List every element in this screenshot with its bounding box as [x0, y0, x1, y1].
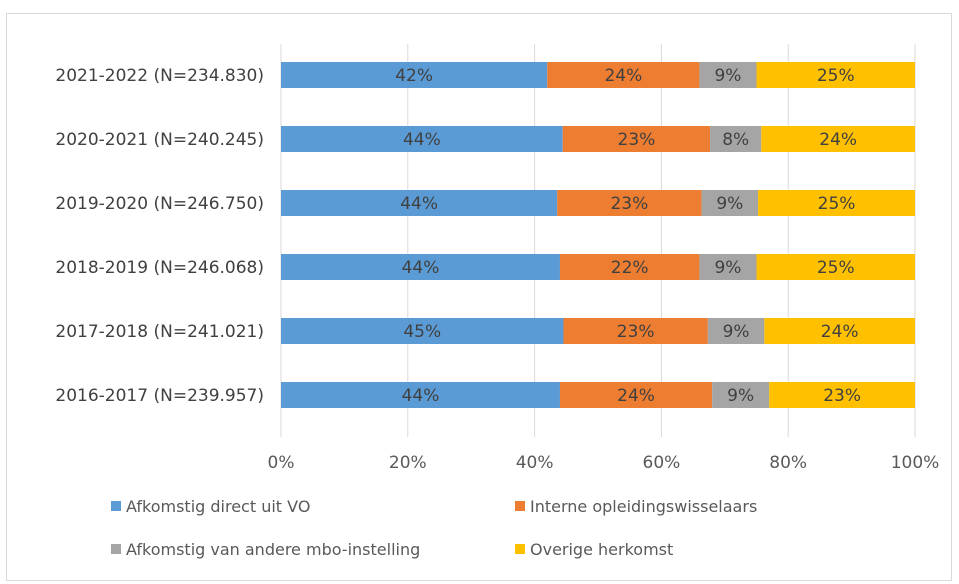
data-label: 23% — [610, 194, 648, 214]
data-label: 9% — [716, 194, 743, 214]
bar-segment — [756, 254, 915, 280]
legend: Afkomstig direct uit VO Interne opleiding… — [111, 497, 757, 559]
category-label: 2017-2018 (N=241.021) — [55, 322, 264, 342]
bar-segment — [557, 190, 702, 216]
bars — [281, 62, 915, 408]
category-label: 2018-2019 (N=246.068) — [55, 258, 264, 278]
category-labels: 2021-2022 (N=234.830) 2020-2021 (N=240.24… — [55, 66, 264, 406]
bar-segment — [281, 318, 564, 344]
x-tick-label: 80% — [769, 453, 807, 473]
category-label: 2021-2022 (N=234.830) — [55, 66, 264, 86]
data-label: 9% — [714, 66, 741, 86]
bar-segment — [559, 254, 700, 280]
data-label: 22% — [611, 258, 649, 278]
data-label: 44% — [400, 194, 438, 214]
bar-segment — [281, 190, 558, 216]
x-tick-label: 0% — [268, 453, 295, 473]
category-label: 2020-2021 (N=240.245) — [55, 130, 264, 150]
bar-segment — [559, 382, 713, 408]
x-tick-label: 20% — [389, 453, 427, 473]
bar-segment — [761, 126, 915, 152]
bar-segment — [547, 62, 700, 88]
bar-segment — [281, 382, 560, 408]
data-label: 9% — [714, 258, 741, 278]
data-label: 44% — [403, 130, 441, 150]
legend-label: Overige herkomst — [530, 540, 673, 559]
bar-segment — [699, 62, 757, 88]
category-label: 2019-2020 (N=246.750) — [55, 194, 264, 214]
chart-frame: 2021-2022 (N=234.830) 2020-2021 (N=240.24… — [6, 13, 952, 581]
data-label: 9% — [727, 386, 754, 406]
bar-segment — [701, 190, 759, 216]
bar-segment — [710, 126, 762, 152]
x-tick-label: 40% — [516, 453, 554, 473]
legend-label: Afkomstig direct uit VO — [126, 497, 310, 516]
bar-segment — [712, 382, 770, 408]
category-label: 2016-2017 (N=239.957) — [55, 386, 264, 406]
data-label: 25% — [817, 66, 855, 86]
bar-segment — [764, 318, 915, 344]
data-labels: 42% 24% 9% 25% 44% 23% 8% 24% 44% 23% 9% 25% 44% 22% 9… — [395, 66, 861, 406]
data-label: 23% — [617, 322, 655, 342]
data-label: 24% — [604, 66, 642, 86]
legend-swatch — [515, 501, 525, 511]
legend-label: Interne opleidingswisselaars — [530, 497, 757, 516]
data-label: 25% — [818, 194, 856, 214]
data-label: 23% — [618, 130, 656, 150]
data-label: 42% — [395, 66, 433, 86]
data-label: 24% — [617, 386, 655, 406]
legend-swatch — [111, 501, 121, 511]
bar-segment — [758, 190, 915, 216]
bar-segment — [756, 62, 915, 88]
legend-swatch — [515, 544, 525, 554]
bar-segment — [699, 254, 757, 280]
data-label: 44% — [402, 386, 440, 406]
data-label: 24% — [821, 322, 859, 342]
data-label: 23% — [823, 386, 861, 406]
bar-segment — [562, 126, 711, 152]
bar-segment — [563, 318, 708, 344]
legend-swatch — [111, 544, 121, 554]
x-tick-label: 60% — [643, 453, 681, 473]
data-label: 25% — [817, 258, 855, 278]
data-label: 9% — [723, 322, 750, 342]
data-label: 24% — [819, 130, 857, 150]
x-tick-label: 100% — [891, 453, 940, 473]
bar-segment — [281, 126, 563, 152]
x-axis-tick-labels: 0% 20% 40% 60% 80% 100% — [268, 453, 940, 473]
bar-segment — [281, 254, 560, 280]
data-label: 45% — [403, 322, 441, 342]
data-label: 8% — [722, 130, 749, 150]
bar-segment — [281, 62, 548, 88]
gridlines — [280, 44, 916, 437]
legend-label: Afkomstig van andere mbo-instelling — [126, 540, 420, 559]
bar-segment — [769, 382, 915, 408]
bar-segment — [707, 318, 765, 344]
data-label: 44% — [402, 258, 440, 278]
stacked-bar-chart: 2021-2022 (N=234.830) 2020-2021 (N=240.24… — [55, 44, 940, 559]
